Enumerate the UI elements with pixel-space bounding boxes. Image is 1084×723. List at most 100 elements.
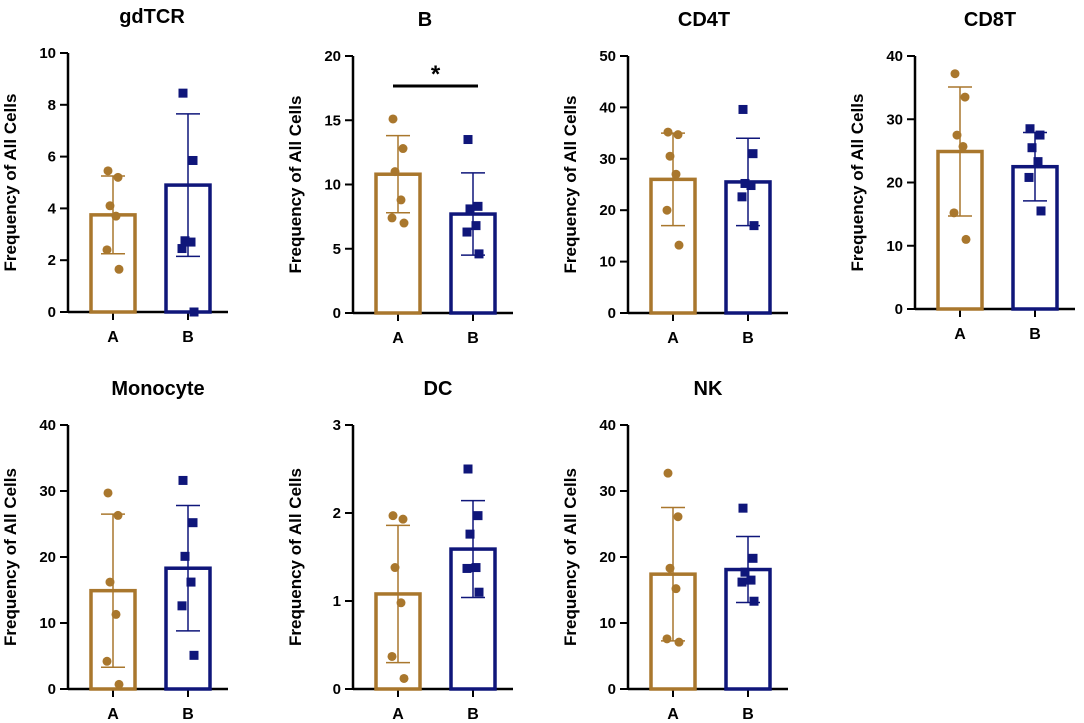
data-point-A	[662, 634, 672, 644]
chart-panel-7: NK Frequency of All Cells 0 10 20 30 40 A B	[561, 378, 788, 723]
data-point-A	[958, 141, 968, 151]
chart-panel-6: DC Frequency of All Cells 0 1 2 3 A B	[286, 378, 513, 723]
x-tick-label: A	[667, 706, 679, 723]
x-tick-label: B	[742, 706, 754, 723]
data-point-B	[474, 249, 484, 259]
y-tick-label: 0	[333, 681, 341, 698]
y-tick-label: 4	[48, 200, 57, 217]
data-point-B	[474, 587, 484, 597]
y-tick-label: 1	[333, 593, 341, 610]
data-point-A	[103, 488, 113, 498]
data-point-B	[738, 104, 748, 114]
data-point-B	[189, 650, 199, 660]
chart-title: CD8T	[964, 9, 1016, 31]
data-point-B	[189, 307, 199, 317]
data-point-B	[748, 553, 758, 563]
y-tick-label: 10	[324, 177, 341, 194]
x-tick-label: A	[667, 330, 679, 347]
data-point-B	[473, 201, 483, 211]
data-point-B	[1025, 124, 1035, 134]
data-point-B	[749, 596, 759, 606]
data-point-A	[113, 510, 123, 520]
x-tick-label: B	[1029, 326, 1041, 343]
data-point-A	[111, 609, 121, 619]
data-point-B	[180, 236, 190, 246]
data-point-B	[188, 155, 198, 165]
y-tick-label: 40	[886, 48, 903, 65]
data-point-B	[186, 237, 196, 247]
chart-title: DC	[424, 378, 453, 400]
data-point-A	[113, 172, 123, 182]
data-point-A	[398, 144, 408, 154]
y-tick-label: 40	[599, 417, 616, 434]
x-tick-label: B	[467, 330, 479, 347]
y-tick-label: 50	[599, 48, 616, 65]
data-point-B	[463, 464, 473, 474]
x-tick-label: A	[392, 706, 404, 723]
chart-panel-1: gdTCR Frequency of All Cells 0 2 4 6 8 10 A B	[1, 6, 228, 346]
data-point-A	[662, 205, 672, 215]
y-tick-label: 30	[599, 151, 616, 168]
data-point-B	[749, 221, 759, 231]
significance-marker: *	[431, 61, 441, 88]
data-point-A	[952, 130, 962, 140]
data-point-A	[949, 208, 959, 218]
x-tick-label: A	[107, 706, 119, 723]
data-point-A	[673, 512, 683, 522]
data-point-A	[674, 240, 684, 250]
data-point-A	[961, 234, 971, 244]
data-point-B	[1036, 206, 1046, 216]
chart-title: NK	[694, 378, 723, 400]
y-tick-label: 15	[324, 112, 341, 129]
data-point-A	[390, 167, 400, 177]
y-tick-label: 3	[333, 417, 341, 434]
data-point-B	[740, 178, 750, 188]
x-tick-label: B	[182, 329, 194, 346]
data-point-A	[105, 577, 115, 587]
data-point-A	[674, 637, 684, 647]
data-point-B	[737, 192, 747, 202]
y-tick-label: 0	[608, 305, 616, 322]
data-point-A	[665, 151, 675, 161]
data-point-B	[1035, 130, 1045, 140]
y-tick-label: 40	[599, 99, 616, 116]
chart-title: gdTCR	[119, 6, 185, 28]
y-tick-label: 10	[599, 254, 616, 271]
y-tick-label: 0	[48, 304, 56, 321]
data-point-B	[1027, 143, 1037, 153]
y-tick-label: 5	[333, 241, 341, 258]
y-axis-label: Frequency of All Cells	[286, 468, 305, 646]
data-point-A	[671, 584, 681, 594]
y-tick-label: 40	[39, 417, 56, 434]
data-point-B	[178, 475, 188, 485]
chart-title: B	[418, 9, 432, 31]
data-point-B	[1024, 172, 1034, 182]
data-point-B	[462, 563, 472, 573]
y-tick-label: 10	[39, 45, 56, 62]
y-axis-label: Frequency of All Cells	[561, 96, 580, 274]
chart-panel-3: CD4T Frequency of All Cells 0 10 20 30 40 50 A B	[561, 9, 788, 347]
data-point-A	[388, 511, 398, 521]
data-point-B	[746, 181, 756, 191]
y-tick-label: 20	[324, 48, 341, 65]
y-tick-label: 10	[39, 615, 56, 632]
data-point-A	[663, 127, 673, 137]
y-tick-label: 10	[886, 238, 903, 255]
data-point-A	[114, 264, 124, 274]
chart-title: CD4T	[678, 9, 730, 31]
y-tick-label: 20	[39, 549, 56, 566]
chart-panel-2: B Frequency of All Cells 0 5 10 15 20 A B *	[286, 9, 513, 347]
data-point-B	[463, 135, 473, 145]
data-point-B	[738, 503, 748, 513]
y-axis-label: Frequency of All Cells	[1, 468, 20, 646]
data-point-B	[188, 518, 198, 528]
data-point-A	[671, 169, 681, 179]
data-point-B	[1033, 157, 1043, 167]
y-axis-label: Frequency of All Cells	[286, 96, 305, 274]
data-point-A	[398, 514, 408, 524]
data-point-A	[950, 69, 960, 79]
data-point-A	[390, 563, 400, 573]
data-point-A	[105, 201, 115, 211]
y-tick-label: 0	[608, 681, 616, 698]
